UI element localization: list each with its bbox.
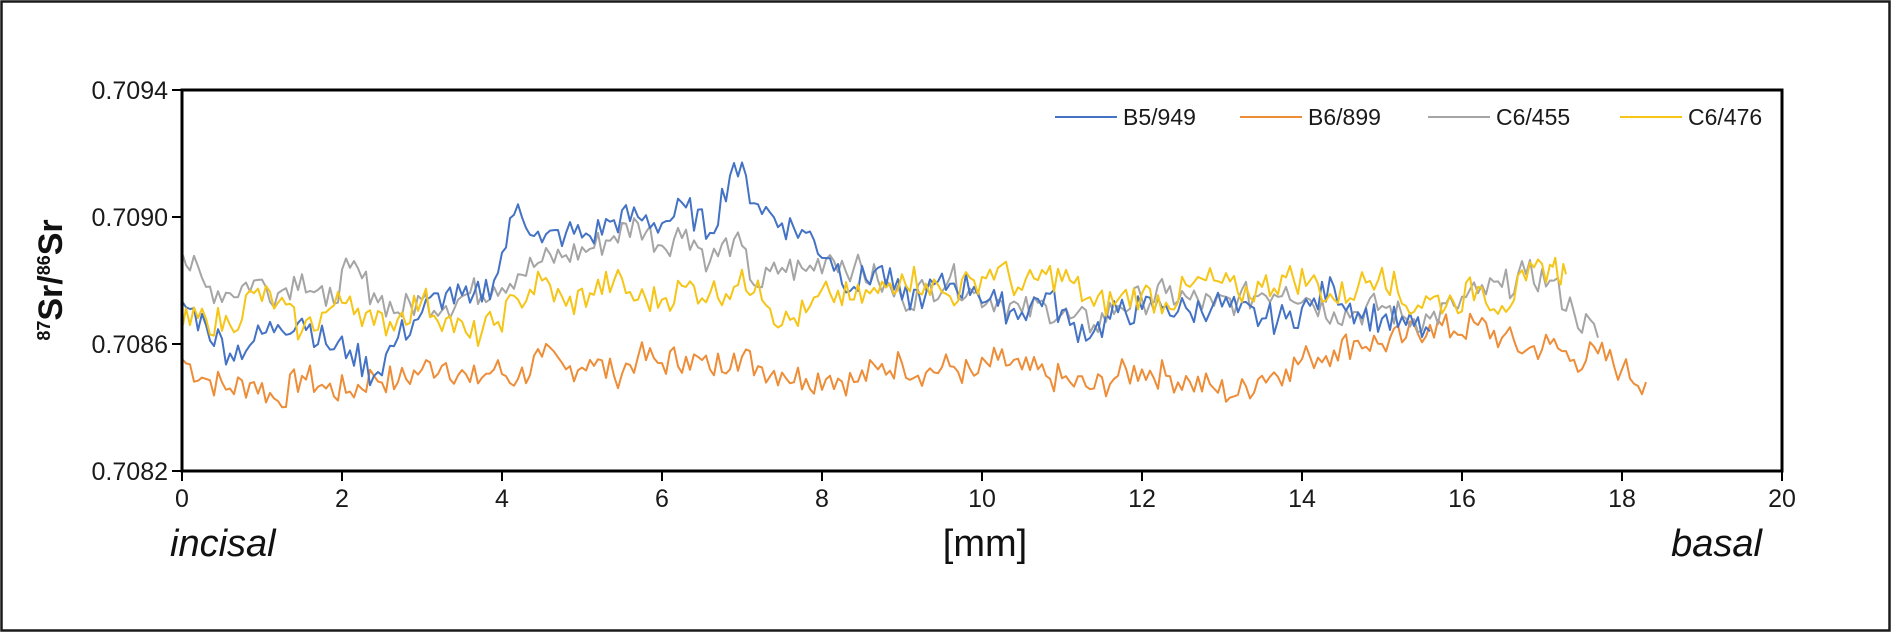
y-tick-label: 0.7086: [92, 331, 168, 359]
x-tick-label: 18: [1608, 485, 1636, 513]
x-tick-label: 6: [655, 485, 669, 513]
y-axis-title-element-2: Sr: [32, 219, 70, 255]
x-axis: 0 2 4 6 8 10 12 14 16 18 20: [175, 471, 1796, 513]
y-axis-title-mass-86: 86: [34, 255, 54, 275]
x-tick-label: 20: [1768, 485, 1796, 513]
x-tick-label: 14: [1288, 485, 1316, 513]
x-tick-label: 12: [1128, 485, 1156, 513]
series-line-B5-949: [182, 161, 1431, 387]
x-tick-label: 4: [495, 485, 509, 513]
y-tick-label: 0.7082: [92, 458, 168, 486]
legend-label: B5/949: [1123, 104, 1196, 130]
incisal-annotation: incisal: [170, 523, 277, 565]
legend-label: B6/899: [1308, 104, 1381, 130]
x-tick-label: 16: [1448, 485, 1476, 513]
x-tick-label: 2: [335, 485, 349, 513]
legend-label: C6/455: [1496, 104, 1570, 130]
y-axis-title: 87Sr/86Sr: [32, 219, 70, 340]
y-tick-label: 0.7094: [92, 77, 169, 105]
series-line-C6-455: [182, 217, 1599, 338]
x-axis-title: [mm]: [943, 523, 1027, 565]
series-line-C6-476: [182, 256, 1567, 347]
y-axis: 0.7082 0.7086 0.7090 0.7094: [92, 77, 182, 486]
y-axis-title-mass-87: 87: [34, 321, 54, 341]
x-tick-label: 8: [815, 485, 829, 513]
y-axis-title-element-1: Sr: [32, 285, 70, 321]
legend: B5/949 B6/899 C6/455 C6/476: [1055, 104, 1762, 130]
basal-annotation: basal: [1671, 523, 1763, 565]
series-layer: [182, 161, 1647, 409]
x-tick-label: 10: [968, 485, 996, 513]
series-line-B6-899: [182, 312, 1647, 409]
y-tick-label: 0.7090: [92, 204, 168, 232]
y-axis-title-slash: /: [32, 275, 70, 285]
x-tick-label: 0: [175, 485, 189, 513]
legend-label: C6/476: [1688, 104, 1762, 130]
